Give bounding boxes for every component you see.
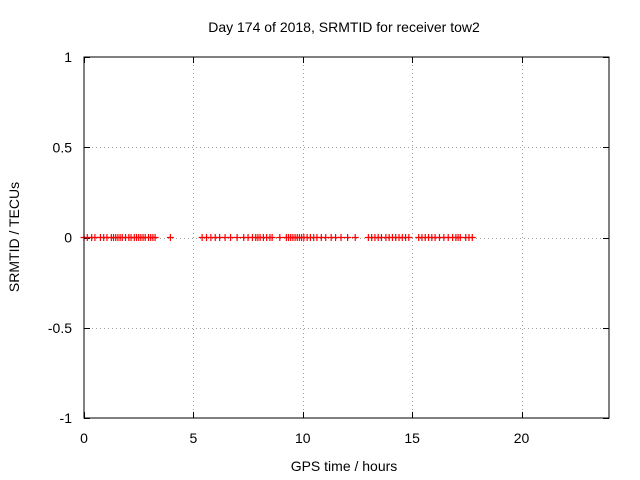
data-point <box>166 234 174 241</box>
chart-title: Day 174 of 2018, SRMTID for receiver tow… <box>208 19 480 35</box>
grid <box>84 57 609 418</box>
x-tick-label: 0 <box>80 430 88 446</box>
x-tick-label: 20 <box>514 430 530 446</box>
x-tick-label: 15 <box>404 430 420 446</box>
y-axis-label: SRMTID / TECUs <box>6 182 22 292</box>
y-tick-label: 0.5 <box>53 139 73 155</box>
x-axis-label: GPS time / hours <box>291 458 398 474</box>
y-tick-label: 1 <box>64 49 72 65</box>
y-tick-label: -0.5 <box>48 320 72 336</box>
x-tick-label: 10 <box>295 430 311 446</box>
data-points <box>80 234 476 241</box>
tick-labels: 0 5 10 15 20 1 0.5 0 -0.5 -1 <box>48 49 530 446</box>
data-point <box>468 234 476 241</box>
y-tick-label: 0 <box>64 230 72 246</box>
data-point <box>405 234 413 241</box>
data-point <box>344 234 352 241</box>
data-point <box>276 234 284 241</box>
data-point <box>268 234 276 241</box>
data-point <box>351 234 359 241</box>
x-tick-label: 5 <box>189 430 197 446</box>
data-point <box>233 234 241 241</box>
y-tick-label: -1 <box>60 410 73 426</box>
plot-frame <box>83 56 610 419</box>
data-point <box>227 234 235 241</box>
data-point <box>151 234 159 241</box>
data-point <box>337 234 345 241</box>
